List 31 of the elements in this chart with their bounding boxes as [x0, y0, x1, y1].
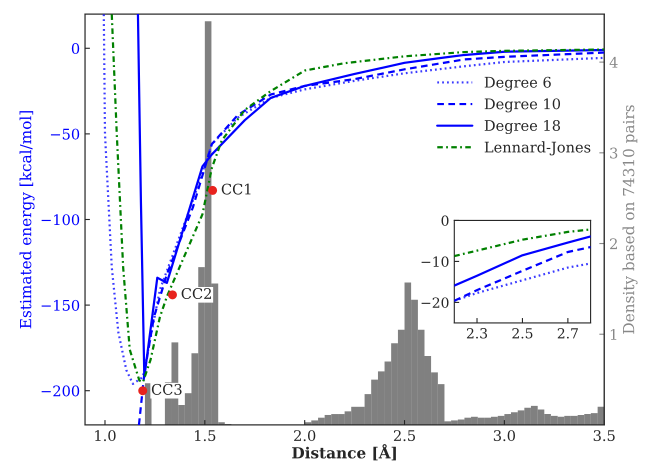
y-tick-label: 0 [442, 215, 449, 226]
x-tick-label: 3.5 [594, 430, 615, 442]
x-tick-label: 2.7 [558, 328, 578, 339]
x-tick-label: 1.0 [95, 430, 116, 442]
x-tick-label: 2.3 [466, 328, 488, 339]
y2-axis-title: Density based on 74310 pairs [622, 105, 638, 334]
x-tick-label: 3.0 [494, 430, 515, 442]
x-tick-label: 1.5 [195, 430, 216, 442]
y-tick-label: −200 [42, 385, 80, 396]
y2-tick-label: 1 [610, 328, 616, 340]
y-tick-label: −10 [422, 256, 449, 267]
legend-label: Lennard-Jones [484, 141, 590, 156]
x-tick-label: 2.0 [294, 430, 316, 442]
x-tick-label: 2.5 [512, 328, 532, 339]
annotation: CC2 [182, 288, 211, 300]
y-tick-label: −150 [42, 300, 80, 311]
x-tick-label: 2.5 [394, 430, 415, 442]
y2-tick-label: 2 [610, 238, 617, 250]
y-tick-label: −20 [422, 297, 449, 308]
annotation: CC3 [152, 384, 182, 395]
y-tick-label: −100 [42, 214, 80, 226]
y-axis-title: Estimated energy [kcal/mol] [20, 111, 35, 328]
x-axis-title: Distance [Å] [292, 444, 396, 460]
legend-label: Degree 6 [484, 76, 551, 91]
annotation: CC1 [222, 184, 250, 195]
y-tick-label: 0 [72, 43, 80, 54]
y2-tick-label: 3 [610, 148, 618, 159]
y-tick-label: −50 [50, 128, 80, 140]
y2-tick-label: 4 [610, 56, 618, 68]
legend-label: Degree 10 [484, 98, 560, 112]
legend-label: Degree 18 [484, 120, 560, 134]
